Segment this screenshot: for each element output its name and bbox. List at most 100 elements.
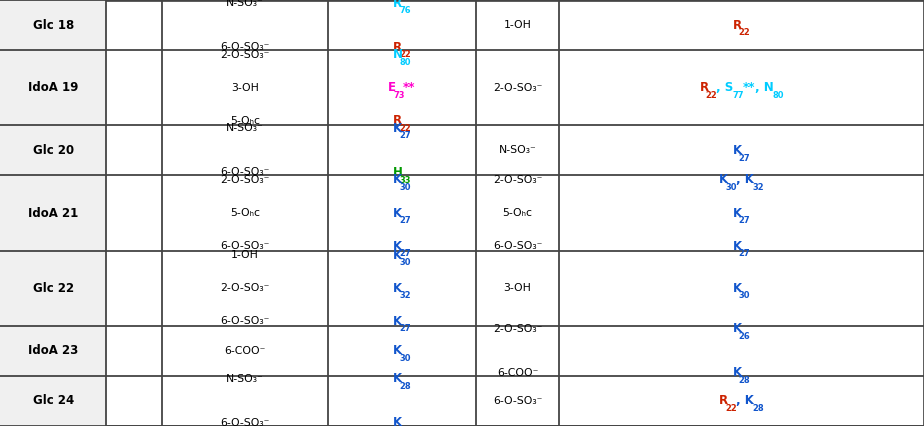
Text: N-SO₃⁻: N-SO₃⁻ [499, 145, 536, 155]
Text: 76: 76 [399, 6, 411, 15]
Text: Glc 20: Glc 20 [32, 144, 74, 157]
Text: 5-Oₕᴄ: 5-Oₕᴄ [230, 208, 260, 218]
Bar [0, 176, 106, 250]
Bar [0, 0, 106, 50]
Text: 22: 22 [706, 91, 717, 100]
Text: 2-O-SO₃⁻: 2-O-SO₃⁻ [492, 324, 542, 334]
Bar [0, 250, 106, 326]
Text: 1-OH: 1-OH [231, 250, 259, 260]
Text: 2-O-SO₃⁻: 2-O-SO₃⁻ [492, 175, 542, 185]
Text: 28: 28 [399, 382, 411, 391]
Text: 77: 77 [733, 91, 744, 100]
Text: 27: 27 [399, 325, 411, 334]
Text: 28: 28 [739, 376, 750, 385]
Text: R: R [393, 0, 402, 9]
Text: R: R [393, 40, 402, 54]
Text: K: K [393, 344, 402, 357]
Text: 6-COO⁻: 6-COO⁻ [497, 368, 538, 378]
Text: **: ** [403, 81, 416, 94]
Text: 30: 30 [725, 183, 736, 192]
Text: R: R [719, 394, 728, 407]
Text: K: K [393, 207, 402, 219]
Text: 22: 22 [738, 28, 750, 37]
Bar [0, 326, 106, 376]
Text: 28: 28 [752, 404, 764, 413]
Text: , S: , S [716, 81, 734, 94]
Text: IdoA 23: IdoA 23 [28, 344, 79, 357]
Text: K: K [393, 249, 402, 262]
Text: 73: 73 [393, 91, 405, 100]
Bar [0, 125, 106, 176]
Text: 2-O-SO₃⁻: 2-O-SO₃⁻ [220, 49, 270, 60]
Text: R: R [699, 81, 709, 94]
Text: 80: 80 [399, 58, 411, 67]
Text: 1-OH: 1-OH [504, 20, 531, 30]
Text: 22: 22 [399, 124, 411, 133]
Text: N: N [393, 48, 403, 61]
Text: K: K [393, 315, 402, 328]
Text: K: K [733, 144, 742, 157]
Text: 3-OH: 3-OH [231, 83, 259, 93]
Text: 27: 27 [399, 132, 411, 141]
Text: K: K [733, 239, 742, 253]
Text: 32: 32 [399, 291, 411, 300]
Bar [0, 376, 106, 426]
Text: K: K [393, 173, 402, 187]
Text: E: E [387, 81, 395, 94]
Text: **: ** [743, 81, 755, 94]
Text: K: K [719, 173, 728, 187]
Text: 2-O-SO₃⁻: 2-O-SO₃⁻ [220, 283, 270, 293]
Text: Glc 24: Glc 24 [32, 394, 74, 407]
Text: 6-O-SO₃⁻: 6-O-SO₃⁻ [492, 396, 542, 406]
Text: K: K [393, 239, 402, 253]
Text: 5-Oₕᴄ: 5-Oₕᴄ [503, 208, 532, 218]
Text: 6-O-SO₃⁻: 6-O-SO₃⁻ [220, 167, 270, 177]
Text: 27: 27 [739, 153, 750, 163]
Text: H: H [393, 166, 403, 179]
Text: N-SO₃⁻: N-SO₃⁻ [226, 0, 263, 8]
Text: 6-O-SO₃⁻: 6-O-SO₃⁻ [220, 42, 270, 52]
Text: 32: 32 [752, 183, 764, 192]
Text: 27: 27 [739, 216, 750, 225]
Text: K: K [733, 366, 742, 380]
Text: 6-O-SO₃⁻: 6-O-SO₃⁻ [220, 418, 270, 426]
Text: 30: 30 [399, 258, 411, 267]
Text: N-SO₃⁻: N-SO₃⁻ [226, 374, 263, 384]
Text: 6-O-SO₃⁻: 6-O-SO₃⁻ [492, 241, 542, 251]
Text: 30: 30 [399, 183, 411, 192]
Text: , K: , K [736, 173, 753, 187]
Text: 27: 27 [739, 249, 750, 258]
Text: 80: 80 [772, 91, 784, 100]
Text: 26: 26 [738, 332, 750, 341]
Text: 6-O-SO₃⁻: 6-O-SO₃⁻ [220, 316, 270, 326]
Text: K: K [393, 417, 402, 426]
Text: 30: 30 [399, 354, 411, 363]
Text: IdoA 19: IdoA 19 [28, 81, 79, 94]
Bar [0, 50, 106, 125]
Text: Glc 18: Glc 18 [32, 19, 74, 32]
Text: 22: 22 [725, 404, 737, 413]
Text: 6-O-SO₃⁻: 6-O-SO₃⁻ [220, 241, 270, 251]
Text: 5-Oₕᴄ: 5-Oₕᴄ [230, 116, 260, 126]
Text: K: K [393, 282, 402, 295]
Text: 30: 30 [739, 291, 750, 300]
Text: , N: , N [755, 81, 773, 94]
Text: 22: 22 [399, 50, 411, 59]
Text: K: K [733, 207, 742, 219]
Text: 2-O-SO₃⁻: 2-O-SO₃⁻ [492, 83, 542, 93]
Text: K: K [393, 122, 402, 135]
Text: 27: 27 [399, 216, 411, 225]
Text: 6-COO⁻: 6-COO⁻ [225, 346, 265, 356]
Text: K: K [733, 322, 742, 335]
Text: R: R [733, 19, 742, 32]
Text: Glc 22: Glc 22 [32, 282, 74, 295]
Text: 2-O-SO₃⁻: 2-O-SO₃⁻ [220, 175, 270, 185]
Text: K: K [393, 372, 402, 386]
Text: IdoA 21: IdoA 21 [28, 207, 79, 219]
Text: 33: 33 [399, 176, 411, 184]
Text: 27: 27 [399, 249, 411, 258]
Text: K: K [733, 282, 742, 295]
Text: 3-OH: 3-OH [504, 283, 531, 293]
Text: R: R [393, 114, 402, 127]
Text: , K: , K [736, 394, 753, 407]
